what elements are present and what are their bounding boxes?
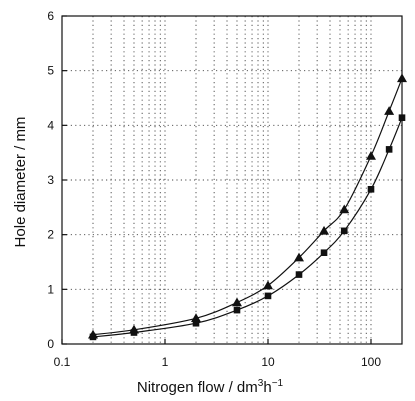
square-marker [295, 271, 303, 278]
x-tick-label: 10 [261, 355, 275, 369]
curve-layer [92, 78, 403, 338]
triangle-marker [319, 225, 330, 235]
y-tick-label: 2 [47, 228, 54, 242]
triangle-marker [191, 313, 202, 323]
tick-layer [61, 15, 372, 345]
marker-layer [88, 73, 407, 341]
square-marker [367, 185, 375, 193]
label-layer: 0.1 1 10 100 0 1 2 3 4 5 6 [47, 9, 381, 369]
x-tick-label: 0.1 [54, 355, 71, 369]
plot-frame [61, 15, 403, 345]
x-tick-label: 100 [361, 355, 381, 369]
square-marker [89, 333, 97, 341]
square-marker [233, 306, 241, 314]
square-marker [385, 146, 393, 153]
y-axis-label: Hole diameter / mm [12, 117, 29, 248]
y-tick-label: 0 [47, 337, 54, 351]
y-tick-label: 5 [47, 64, 54, 78]
y-tick-label: 3 [47, 173, 54, 187]
x-axis-label: Nitrogen flow / dm3h−1 [137, 378, 284, 396]
square-marker [264, 292, 272, 300]
y-tick-label: 1 [47, 282, 54, 296]
triangle-marker [262, 280, 273, 290]
grid-layer [62, 16, 403, 344]
triangle-marker [231, 297, 242, 307]
x-tick-label: 1 [162, 355, 169, 369]
triangle-marker [365, 150, 376, 160]
square-marker [320, 249, 328, 257]
triangle-marker [294, 252, 305, 262]
series-1-line [92, 78, 403, 336]
triangle-marker [339, 204, 350, 214]
triangle-marker [384, 106, 395, 115]
triangle-marker [397, 73, 407, 83]
square-marker [192, 319, 200, 327]
series-2-line [92, 117, 403, 338]
square-marker [398, 114, 406, 121]
y-tick-label: 6 [47, 9, 54, 23]
square-marker [130, 329, 138, 336]
square-marker [340, 227, 348, 235]
y-tick-label: 4 [47, 118, 54, 132]
